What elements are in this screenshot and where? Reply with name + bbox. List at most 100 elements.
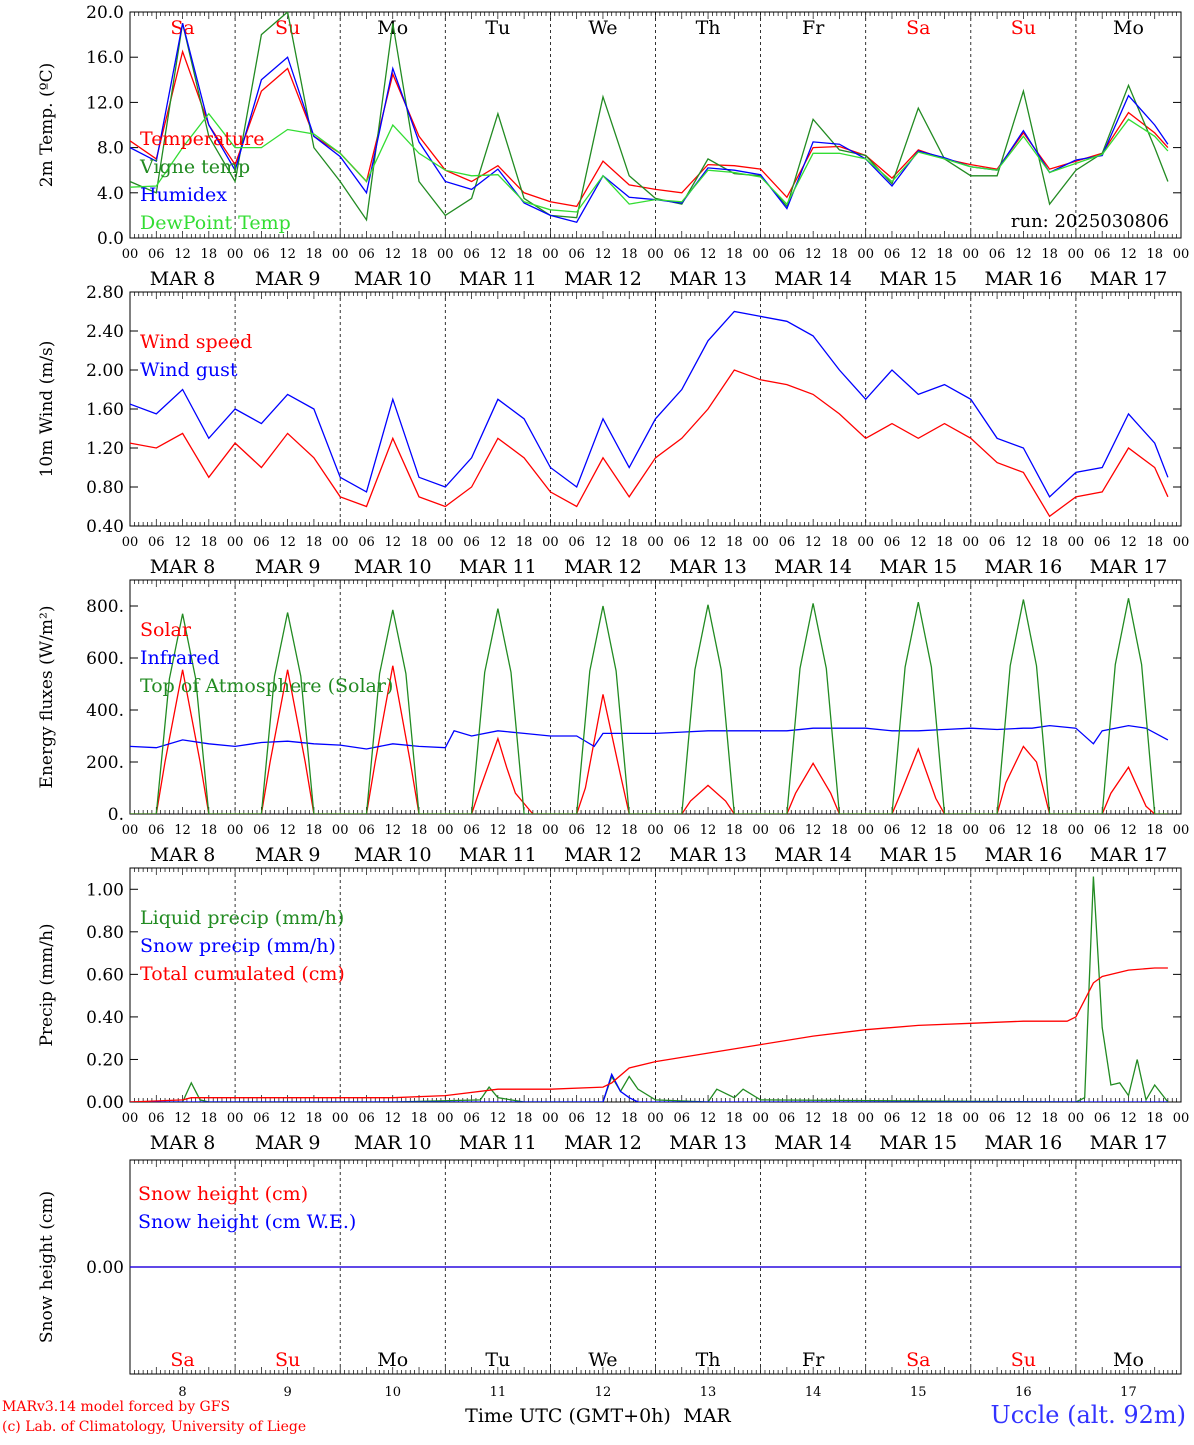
legend-entry: Snow height (cm) [138,1183,308,1205]
x-hour-label: 12 [1120,1111,1137,1126]
y-tick-label: 0.80 [86,478,124,498]
x-hour-label: 12 [1120,823,1137,838]
weekday-label: Su [275,17,300,39]
x-hour-label: 06 [253,247,270,262]
legend-entry: Temperature [140,128,264,150]
x-day-label: MAR 15 [879,844,957,866]
series-line-dewpoint-temp [130,112,1169,213]
x-day-label: MAR 10 [354,1132,432,1154]
x-hour-label: 00 [122,535,139,550]
x-hour-label: 06 [989,823,1006,838]
weekday-label: Mo [1113,1349,1144,1371]
x-hour-label: 00 [122,1111,139,1126]
x-hour-label: 00 [1173,823,1190,838]
series-line-wind-gust [130,310,1169,498]
x-hour-label: 18 [831,823,848,838]
x-hour-label: 06 [674,1111,691,1126]
y-axis-label: Precip (mm/h) [37,923,57,1046]
x-hour-label: 12 [1015,535,1032,550]
weekday-label: Mo [1113,17,1144,39]
y-tick-label: 0.0 [97,229,124,249]
x-axis-label: Time UTC (GMT+0h) [465,1405,671,1427]
x-hour-label: 12 [279,1111,296,1126]
weekday-label: We [588,17,617,39]
y-tick-label: 1.20 [86,439,124,459]
x-day-label: MAR 9 [255,556,321,578]
x-hour-label: 18 [726,1111,743,1126]
y-tick-label: 0.00 [86,1093,124,1113]
x-day-label: MAR 11 [459,844,537,866]
legend-entry: Vigne temp [139,156,250,178]
run-label: run: 2025030806 [1011,211,1169,232]
x-hour-label: 12 [1120,535,1137,550]
x-hour-label: 06 [568,247,585,262]
x-hour-label: 12 [700,823,717,838]
x-hour-label: 00 [752,1111,769,1126]
x-hour-label: 12 [490,535,507,550]
x-hour-label: 00 [332,535,349,550]
x-hour-label: 18 [831,535,848,550]
x-hour-label: 06 [779,535,796,550]
series-line-total-cumulated-cm- [130,967,1168,1102]
x-hour-label: 06 [568,1111,585,1126]
x-hour-label: 12 [384,1111,401,1126]
x-hour-label: 12 [910,247,927,262]
y-tick-label: 0.80 [86,923,124,943]
x-hour-label: 18 [936,1111,953,1126]
x-hour-label: 18 [831,247,848,262]
weekday-label: Tu [485,17,510,39]
x-hour-label: 18 [621,823,638,838]
x-hour-label: 06 [989,247,1006,262]
x-hour-label: 00 [963,247,980,262]
y-tick-label: 1.60 [86,400,124,420]
x-hour-label: 12 [490,823,507,838]
y-tick-label: 8.0 [97,139,124,159]
x-hour-label: 12 [279,535,296,550]
x-day-label: MAR 13 [669,844,747,866]
x-day-label: MAR 15 [879,556,957,578]
x-hour-label: 18 [621,247,638,262]
x-hour-label: 18 [936,247,953,262]
x-hour-label: 12 [595,247,612,262]
y-tick-label: 16.0 [86,48,124,68]
x-hour-label: 18 [1146,535,1163,550]
x-hour-label: 12 [1015,823,1032,838]
x-hour-label: 18 [1041,823,1058,838]
station-name: Uccle (alt. 92m) [990,1401,1186,1429]
x-hour-label: 00 [647,1111,664,1126]
x-hour-label: 12 [805,1111,822,1126]
x-hour-label: 00 [857,535,874,550]
x-hour-label: 00 [227,1111,244,1126]
x-hour-label: 06 [463,1111,480,1126]
day-number-label: 13 [700,1385,717,1400]
x-hour-label: 18 [201,823,218,838]
y-axis-label: Snow height (cm) [37,1191,57,1343]
day-number-label: 12 [595,1385,612,1400]
x-day-label: MAR 8 [150,268,216,290]
panel-3: 0. 200. 400. 600. 800. Energy fluxes (W/m²) 00… [37,579,1190,866]
x-hour-label: 06 [463,535,480,550]
legend-entry: Wind speed [140,331,252,353]
x-day-label: MAR 16 [984,268,1062,290]
x-day-label: MAR 8 [150,556,216,578]
y-tick-label: 2.40 [86,322,124,342]
x-hour-label: 12 [1015,247,1032,262]
x-hour-label: 18 [621,535,638,550]
x-hour-label: 00 [857,1111,874,1126]
x-hour-label: 00 [437,1111,454,1126]
x-day-label: MAR 12 [564,1132,642,1154]
y-axis-label: Energy fluxes (W/m²) [37,606,57,789]
x-hour-label: 06 [463,247,480,262]
x-hour-label: 18 [411,535,428,550]
x-day-label: MAR 16 [984,844,1062,866]
x-day-label: MAR 10 [354,268,432,290]
weekday-label: Sa [906,1349,930,1371]
x-hour-label: 18 [201,535,218,550]
x-hour-label: 12 [384,535,401,550]
weekday-label: Su [1011,17,1036,39]
x-day-label: MAR 11 [459,1132,537,1154]
x-day-label: MAR 14 [774,1132,852,1154]
y-tick-label: 1.00 [86,880,124,900]
x-day-label: MAR 13 [669,268,747,290]
x-hour-label: 18 [1146,247,1163,262]
